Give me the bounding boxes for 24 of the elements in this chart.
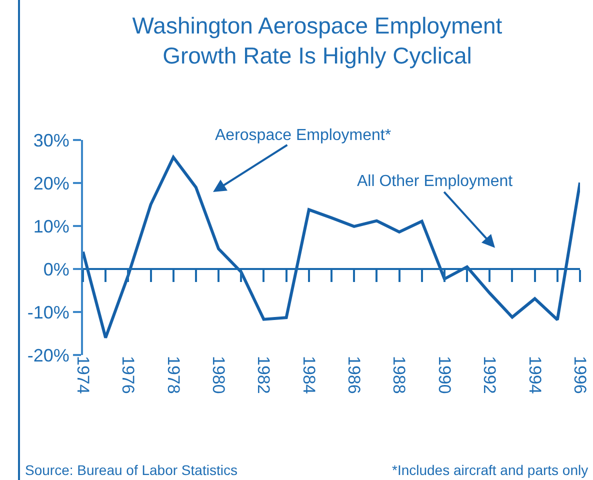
x-tick-label: 1990	[434, 356, 454, 394]
source-note: Source: Bureau of Labor Statistics	[25, 462, 238, 478]
x-tick-label: 1988	[390, 356, 409, 394]
x-tick-label: 1994	[525, 356, 544, 394]
x-tick-label: 1986	[344, 356, 364, 394]
annotation: Aerospace Employment*	[215, 127, 392, 144]
x-tick-label: 1992	[480, 356, 500, 394]
x-tick-label: 1996	[570, 356, 590, 394]
x-tick-label: 1982	[254, 356, 274, 394]
text: *Includes aircraft and parts only	[392, 462, 588, 478]
y-tick-label: -20%	[27, 345, 70, 366]
y-tick-label: 10%	[33, 216, 70, 236]
y-tick-label: 0%	[43, 259, 70, 280]
y-tick-label: 20%	[33, 173, 70, 194]
y-tick-label: -10%	[27, 302, 70, 322]
chart-title: Washington Aerospace Employment Growth Rate Is Highly Cyclical	[132, 12, 503, 68]
x-tick-label: 1978	[164, 356, 183, 394]
line-series	[83, 156, 580, 340]
x-tick-label: 1974	[73, 356, 92, 394]
x-tick-label: 1984	[299, 356, 318, 394]
x-tick-label: 1976	[118, 356, 138, 394]
annotation: All Other Employment	[357, 173, 514, 190]
y-tick-label: 30%	[33, 130, 70, 150]
x-tick-label: 1980	[209, 356, 228, 394]
